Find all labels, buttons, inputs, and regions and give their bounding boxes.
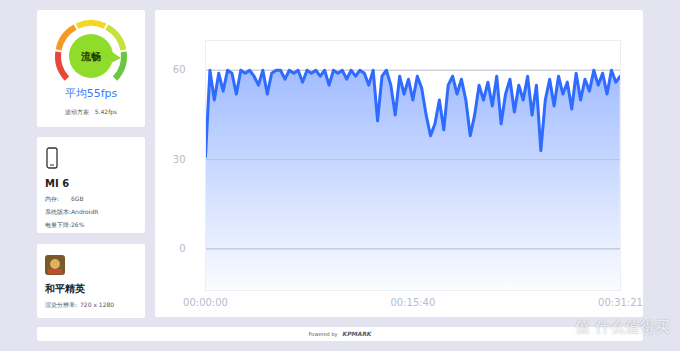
html-text:和平精英: 和平精英 [45, 283, 85, 294]
svg-text:流畅: 流畅 [80, 51, 101, 62]
html-text:波动方差 5.42fps: 波动方差 5.42fps [64, 108, 118, 115]
html-text:Powered by KPMARK: Powered by KPMARK [308, 330, 372, 337]
html-text:平均55fps: 平均55fps [64, 87, 118, 100]
svg-text:00:15:40: 00:15:40 [390, 297, 435, 308]
html-text:值 什么值得买: 值 什么值得买 [575, 318, 670, 336]
svg-text:00:31:21: 00:31:21 [598, 297, 643, 308]
html-text:电量下降: 26%: 电量下降: 26% [45, 221, 85, 228]
svg-text:0: 0 [179, 243, 185, 254]
html-text:6GB: 6GB [71, 195, 84, 202]
svg-text:00:00:00: 00:00:00 [183, 297, 228, 308]
html-text:渲染分辨率: 720 x 1280: 渲染分辨率: 720 x 1280 [45, 301, 115, 308]
html-text:系统版本: AndroidR: 系统版本: AndroidR [45, 208, 99, 215]
svg-text:30: 30 [173, 154, 186, 165]
html-text:MI 6: MI 6 [45, 178, 70, 189]
svg-text:60: 60 [173, 64, 186, 75]
html-text:内存:: 内存: [45, 195, 59, 202]
